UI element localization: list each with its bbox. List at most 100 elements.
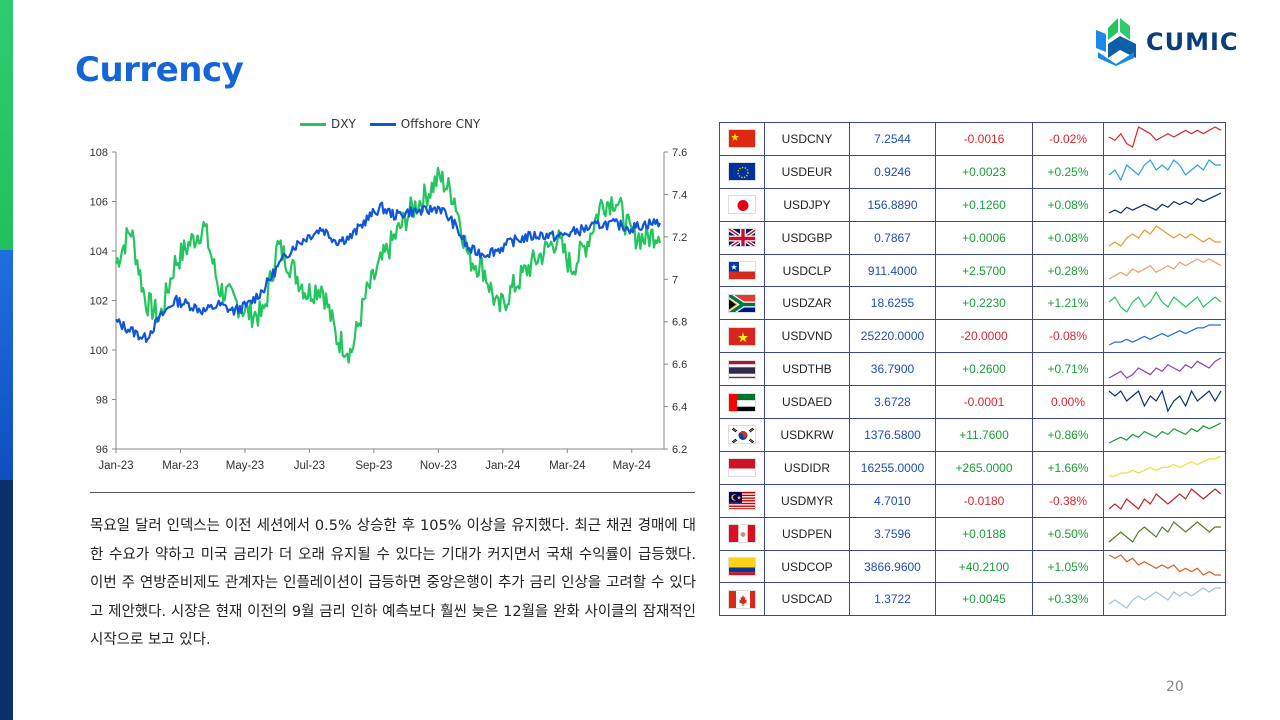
fx-symbol: USDGBP xyxy=(764,220,850,255)
sparkline xyxy=(1108,225,1221,247)
sparkline-path xyxy=(1108,126,1221,149)
legend-cny: Offshore CNY xyxy=(369,117,481,131)
sparkline-cell xyxy=(1103,352,1226,387)
fx-change: +40.2100 xyxy=(935,549,1033,584)
fx-change: +2.5700 xyxy=(935,253,1033,288)
flag-cell xyxy=(719,450,765,485)
sparkline-cell xyxy=(1103,319,1226,354)
sparkline-path xyxy=(1108,521,1221,544)
fx-symbol: USDCOP xyxy=(764,549,850,584)
cumic-logo-icon xyxy=(1096,18,1136,66)
fx-change-pct: +1.05% xyxy=(1032,549,1104,584)
fx-row-usdcny: USDCNY 7.2544 -0.0016 -0.02% xyxy=(719,122,1226,156)
legend-dxy: DXY xyxy=(300,117,356,131)
sparkline xyxy=(1108,126,1221,149)
fx-rate: 3.6728 xyxy=(849,385,936,420)
y-left-tick-label: 96 xyxy=(96,444,108,456)
korea-flag-icon xyxy=(728,425,756,445)
series-line-dxy xyxy=(114,166,662,364)
flag-cell xyxy=(719,516,765,551)
fx-rate: 3866.9600 xyxy=(849,549,936,584)
accent-blue xyxy=(0,250,13,480)
fx-row-usdpen: USDPEN 3.7596 +0.0188 +0.50% xyxy=(719,516,1226,551)
fx-change-pct: +0.25% xyxy=(1032,154,1104,189)
fx-change-pct: +0.33% xyxy=(1032,582,1104,617)
fx-symbol: USDEUR xyxy=(764,154,850,189)
fx-row-usdaed: USDAED 3.6728 -0.0001 0.00% xyxy=(719,385,1226,420)
fx-row-usdcop: USDCOP 3866.9600 +40.2100 +1.05% xyxy=(719,549,1226,584)
flag-cell xyxy=(719,253,765,288)
accent-navy xyxy=(0,480,13,720)
sparkline-cell xyxy=(1103,483,1226,518)
sparkline-cell xyxy=(1103,385,1226,420)
fx-rate: 0.7867 xyxy=(849,220,936,255)
legend-label-cny: Offshore CNY xyxy=(400,117,481,131)
sparkline-path xyxy=(1108,258,1221,280)
fx-change-pct: +0.28% xyxy=(1032,253,1104,288)
flag-cell xyxy=(719,418,765,452)
sparkline-cell xyxy=(1103,450,1226,485)
fx-row-usdkrw: USDKRW 1376.5800 +11.7600 +0.86% xyxy=(719,418,1226,452)
x-tick-label: Sep-23 xyxy=(355,460,392,472)
x-tick-label: Jul-23 xyxy=(294,460,325,472)
sparkline-cell xyxy=(1103,549,1226,584)
page-number: 20 xyxy=(1166,679,1184,695)
flag-cell xyxy=(719,122,765,156)
fx-change: +0.2230 xyxy=(935,286,1033,321)
logo-text: CUMIC xyxy=(1146,28,1239,56)
x-tick-label: Mar-23 xyxy=(162,460,198,472)
fx-rate: 4.7010 xyxy=(849,483,936,518)
fx-change: +0.1260 xyxy=(935,187,1033,222)
page-title: Currency xyxy=(75,50,244,90)
flag-cell xyxy=(719,220,765,255)
fx-symbol: USDJPY xyxy=(764,187,850,222)
sparkline-cell xyxy=(1103,516,1226,551)
x-tick-label: Jan-23 xyxy=(98,460,133,472)
fx-symbol: USDIDR xyxy=(764,450,850,485)
uk-flag-icon xyxy=(728,228,756,248)
fx-change-pct: +0.71% xyxy=(1032,352,1104,387)
chart-legend: DXY Offshore CNY xyxy=(300,117,480,131)
sparkline-path xyxy=(1108,422,1221,444)
x-tick-label: May-23 xyxy=(226,460,264,472)
fx-change-pct: +0.08% xyxy=(1032,187,1104,222)
fx-rate: 1376.5800 xyxy=(849,418,936,452)
y-right-tick-label: 7 xyxy=(672,274,678,286)
y-right-tick-label: 6.4 xyxy=(672,402,687,414)
sparkline-cell xyxy=(1103,220,1226,255)
fx-change: -20.0000 xyxy=(935,319,1033,354)
y-left-tick-label: 100 xyxy=(90,345,108,357)
fx-row-usdthb: USDTHB 36.7900 +0.2600 +0.71% xyxy=(719,352,1226,387)
sparkline xyxy=(1108,587,1221,609)
fx-symbol: USDZAR xyxy=(764,286,850,321)
fx-row-usdvnd: USDVND 25220.0000 -20.0000 -0.08% xyxy=(719,319,1226,354)
vietnam-flag-icon xyxy=(728,326,756,346)
sparkline-path xyxy=(1108,290,1221,313)
eu-flag-icon xyxy=(728,162,756,182)
y-left-tick-label: 106 xyxy=(90,197,108,209)
fx-symbol: USDPEN xyxy=(764,516,850,551)
fx-change: -0.0001 xyxy=(935,385,1033,420)
fx-row-usdcad: USDCAD 1.3722 +0.0045 +0.33% xyxy=(719,582,1226,617)
sparkline-cell xyxy=(1103,286,1226,321)
x-tick-label: Mar-24 xyxy=(549,460,586,472)
flag-cell xyxy=(719,549,765,584)
fx-rate: 7.2544 xyxy=(849,122,936,156)
fx-change-pct: +0.86% xyxy=(1032,418,1104,452)
flag-cell xyxy=(719,483,765,518)
sparkline-cell xyxy=(1103,154,1226,189)
fx-change: +0.0023 xyxy=(935,154,1033,189)
fx-symbol: USDVND xyxy=(764,319,850,354)
y-left-tick-label: 104 xyxy=(90,246,108,258)
sparkline-path xyxy=(1108,488,1221,511)
fx-row-usdgbp: USDGBP 0.7867 +0.0006 +0.08% xyxy=(719,220,1226,255)
fx-row-usdeur: USDEUR 0.9246 +0.0023 +0.25% xyxy=(719,154,1226,189)
y-right-tick-label: 6.2 xyxy=(672,444,687,456)
sparkline-cell xyxy=(1103,187,1226,222)
fx-symbol: USDCAD xyxy=(764,582,850,617)
flag-cell xyxy=(719,286,765,321)
x-tick-label: Jan-24 xyxy=(485,460,521,472)
fx-change: +0.0006 xyxy=(935,220,1033,255)
sparkline xyxy=(1108,357,1221,379)
flag-cell xyxy=(719,319,765,354)
